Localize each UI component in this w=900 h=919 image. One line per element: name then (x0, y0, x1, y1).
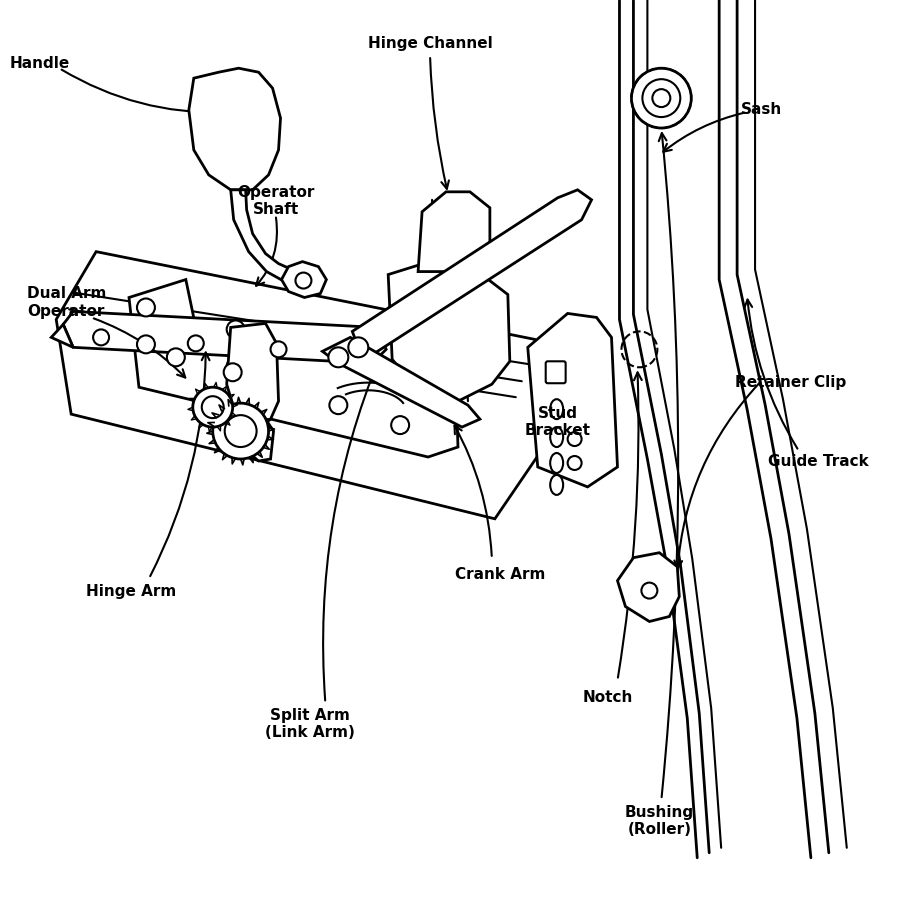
Circle shape (392, 416, 410, 435)
Ellipse shape (550, 427, 563, 448)
Text: Hinge Channel: Hinge Channel (368, 36, 492, 51)
Circle shape (166, 349, 184, 367)
Circle shape (227, 357, 245, 376)
Polygon shape (244, 420, 274, 461)
Circle shape (568, 433, 581, 447)
Polygon shape (129, 280, 458, 458)
Circle shape (652, 90, 670, 108)
Polygon shape (617, 553, 680, 622)
FancyBboxPatch shape (545, 362, 565, 384)
Text: Operator
Shaft: Operator Shaft (237, 185, 314, 217)
Circle shape (137, 300, 155, 317)
Circle shape (632, 69, 691, 129)
Polygon shape (56, 253, 554, 519)
Circle shape (93, 330, 109, 346)
Text: Crank Arm: Crank Arm (454, 566, 545, 582)
Polygon shape (189, 69, 281, 190)
Polygon shape (63, 312, 386, 364)
Text: Sash: Sash (741, 101, 782, 117)
Polygon shape (282, 262, 327, 298)
Text: Notch: Notch (582, 689, 633, 704)
Polygon shape (352, 190, 591, 357)
Polygon shape (388, 266, 509, 402)
Circle shape (227, 321, 245, 339)
Text: Guide Track: Guide Track (769, 454, 869, 469)
Circle shape (193, 388, 233, 427)
Circle shape (328, 348, 348, 368)
Polygon shape (230, 190, 296, 282)
Circle shape (202, 397, 224, 419)
Polygon shape (322, 338, 480, 427)
Ellipse shape (550, 453, 563, 473)
Ellipse shape (550, 475, 563, 495)
Text: Retainer Clip: Retainer Clip (735, 374, 847, 390)
Circle shape (643, 80, 680, 118)
Circle shape (137, 336, 155, 354)
Circle shape (225, 415, 256, 448)
Circle shape (642, 583, 657, 599)
Circle shape (329, 397, 347, 414)
Text: Split Arm
(Link Arm): Split Arm (Link Arm) (266, 708, 356, 740)
Polygon shape (51, 325, 73, 348)
Text: Stud
Bracket: Stud Bracket (525, 405, 590, 437)
Text: Handle: Handle (9, 56, 69, 71)
Polygon shape (227, 324, 278, 424)
Ellipse shape (550, 400, 563, 420)
Circle shape (224, 364, 241, 381)
Polygon shape (527, 314, 617, 487)
Text: Dual Arm
Operator: Dual Arm Operator (26, 286, 106, 318)
Circle shape (188, 336, 203, 352)
Circle shape (568, 457, 581, 471)
Polygon shape (418, 193, 490, 272)
Circle shape (271, 342, 286, 357)
Text: Bushing
(Roller): Bushing (Roller) (625, 804, 694, 836)
Circle shape (212, 403, 268, 460)
Text: Hinge Arm: Hinge Arm (86, 584, 176, 598)
Circle shape (348, 338, 368, 357)
